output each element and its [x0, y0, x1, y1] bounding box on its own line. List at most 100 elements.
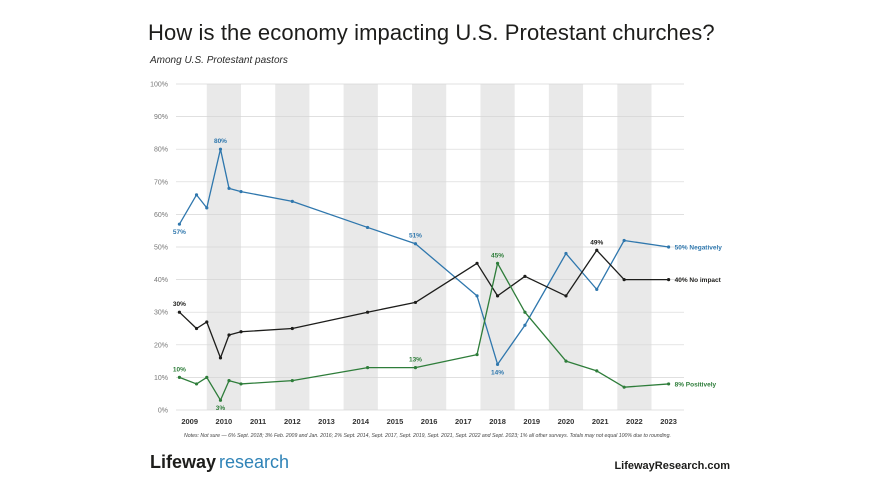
series-line-positively: [179, 262, 669, 401]
chart-subtitle: Among U.S. Protestant pastors: [150, 55, 288, 66]
data-point-positively: [475, 352, 479, 357]
data-point-negatively: [205, 206, 209, 210]
data-point-positively: [365, 366, 370, 370]
data-point-positively: [495, 261, 500, 265]
data-point-negatively: [290, 199, 294, 203]
data-point-no-impact: [564, 294, 568, 298]
data-point-no-impact: [475, 261, 479, 265]
x-tick-label: 2014: [352, 417, 370, 426]
data-point-negatively: [564, 251, 568, 256]
brand-logo-part2: research: [219, 452, 290, 472]
data-point-negatively: [667, 245, 671, 249]
data-label-positively: 13%: [409, 357, 422, 364]
data-point-positively: [622, 385, 626, 389]
data-point-no-impact: [218, 356, 223, 360]
data-point-no-impact: [227, 333, 231, 337]
y-tick-label: 60%: [154, 212, 168, 219]
y-tick-label: 0%: [158, 408, 168, 415]
series-line-negatively: [178, 148, 669, 366]
brand-logo: Lifeway research: [150, 452, 289, 473]
data-label-negatively: 57%: [173, 229, 186, 236]
data-point-positively: [218, 398, 223, 402]
series-layer: [177, 147, 671, 402]
x-tick-label: 2011: [250, 417, 266, 426]
data-point-no-impact: [622, 278, 626, 282]
data-point-negatively: [177, 222, 182, 226]
data-point-negatively: [495, 362, 500, 366]
data-point-no-impact: [523, 274, 527, 278]
series-label-no-impact: 40% No impact: [675, 277, 722, 284]
data-point-no-impact: [177, 310, 182, 314]
x-tick-label: 2020: [558, 417, 575, 426]
data-point-positively: [413, 366, 418, 370]
x-tick-label: 2016: [421, 417, 438, 426]
data-point-positively: [523, 310, 527, 314]
data-point-positively: [290, 379, 294, 383]
data-point-negatively: [413, 242, 418, 246]
data-point-negatively: [622, 238, 626, 243]
data-point-positively: [205, 375, 209, 379]
data-label-positively: 3%: [216, 405, 226, 412]
data-point-no-impact: [495, 294, 500, 298]
data-point-positively: [227, 379, 231, 383]
y-tick-label: 90%: [154, 114, 168, 121]
data-point-negatively: [194, 193, 199, 197]
data-point-negatively: [523, 323, 527, 327]
data-point-positively: [595, 369, 599, 373]
data-point-positively: [194, 382, 199, 386]
data-point-positively: [667, 382, 671, 386]
y-tick-label: 70%: [154, 179, 168, 186]
x-tick-label: 2021: [592, 417, 609, 426]
x-tick-label: 2019: [523, 417, 540, 426]
data-point-negatively: [595, 287, 599, 291]
data-point-no-impact: [205, 320, 209, 324]
data-point-negatively: [365, 225, 370, 230]
series-label-negatively: 50% Negatively: [675, 245, 723, 252]
y-tick-label: 40%: [154, 277, 168, 284]
y-tick-label: 100%: [150, 82, 168, 89]
data-labels-layer: 57% 80% 51% 14% 50% Negatively 30% 49% 40% No i…: [173, 138, 722, 412]
x-tick-label: 2012: [284, 417, 301, 426]
data-point-negatively: [239, 189, 243, 194]
data-point-positively: [239, 382, 243, 386]
y-tick-label: 10%: [154, 375, 168, 382]
x-tick-label: 2013: [318, 417, 335, 426]
y-tick-label: 50%: [154, 245, 168, 252]
y-tick-label: 80%: [154, 147, 168, 154]
data-point-no-impact: [194, 326, 199, 331]
data-point-no-impact: [595, 248, 599, 252]
series-label-positively: 8% Positively: [675, 381, 717, 388]
x-tick-label: 2017: [455, 417, 472, 426]
series-line-no-impact: [178, 249, 669, 359]
data-label-negatively: 51%: [409, 233, 422, 240]
y-tick-label: 30%: [154, 310, 168, 317]
data-label-negatively: 80%: [214, 138, 227, 145]
x-tick-label: 2015: [387, 417, 404, 426]
chart-title: How is the economy impacting U.S. Protes…: [148, 20, 715, 45]
data-point-negatively: [218, 147, 223, 151]
data-point-no-impact: [239, 330, 243, 334]
x-tick-label: 2009: [181, 417, 198, 426]
data-point-positively: [177, 375, 182, 379]
data-point-no-impact: [413, 300, 418, 305]
data-label-no-impact: 49%: [590, 239, 603, 246]
x-tick-label: 2018: [489, 417, 506, 426]
data-point-no-impact: [290, 326, 294, 331]
x-tick-label: 2010: [216, 417, 233, 426]
website-link: LifewayResearch.com: [614, 460, 730, 472]
x-tick-label: 2022: [626, 417, 643, 426]
data-point-negatively: [475, 294, 479, 298]
data-label-no-impact: 30%: [173, 301, 186, 308]
brand-logo-part1: Lifeway: [150, 452, 217, 472]
data-point-no-impact: [667, 278, 671, 282]
chart-footnote: Notes: Not sure — 6% Sept. 2018; 3% Feb.…: [184, 433, 671, 439]
data-point-negatively: [227, 186, 231, 190]
data-label-positively: 10%: [173, 366, 186, 373]
x-axis-ticks: 2009 2010 2011 2012 2013 2014 2015 2016 2017 2018…: [181, 417, 677, 426]
data-point-no-impact: [365, 310, 370, 314]
y-tick-label: 20%: [154, 342, 168, 349]
x-tick-label: 2023: [660, 417, 677, 426]
data-label-negatively: 14%: [491, 369, 504, 376]
gridlines: [176, 83, 684, 411]
